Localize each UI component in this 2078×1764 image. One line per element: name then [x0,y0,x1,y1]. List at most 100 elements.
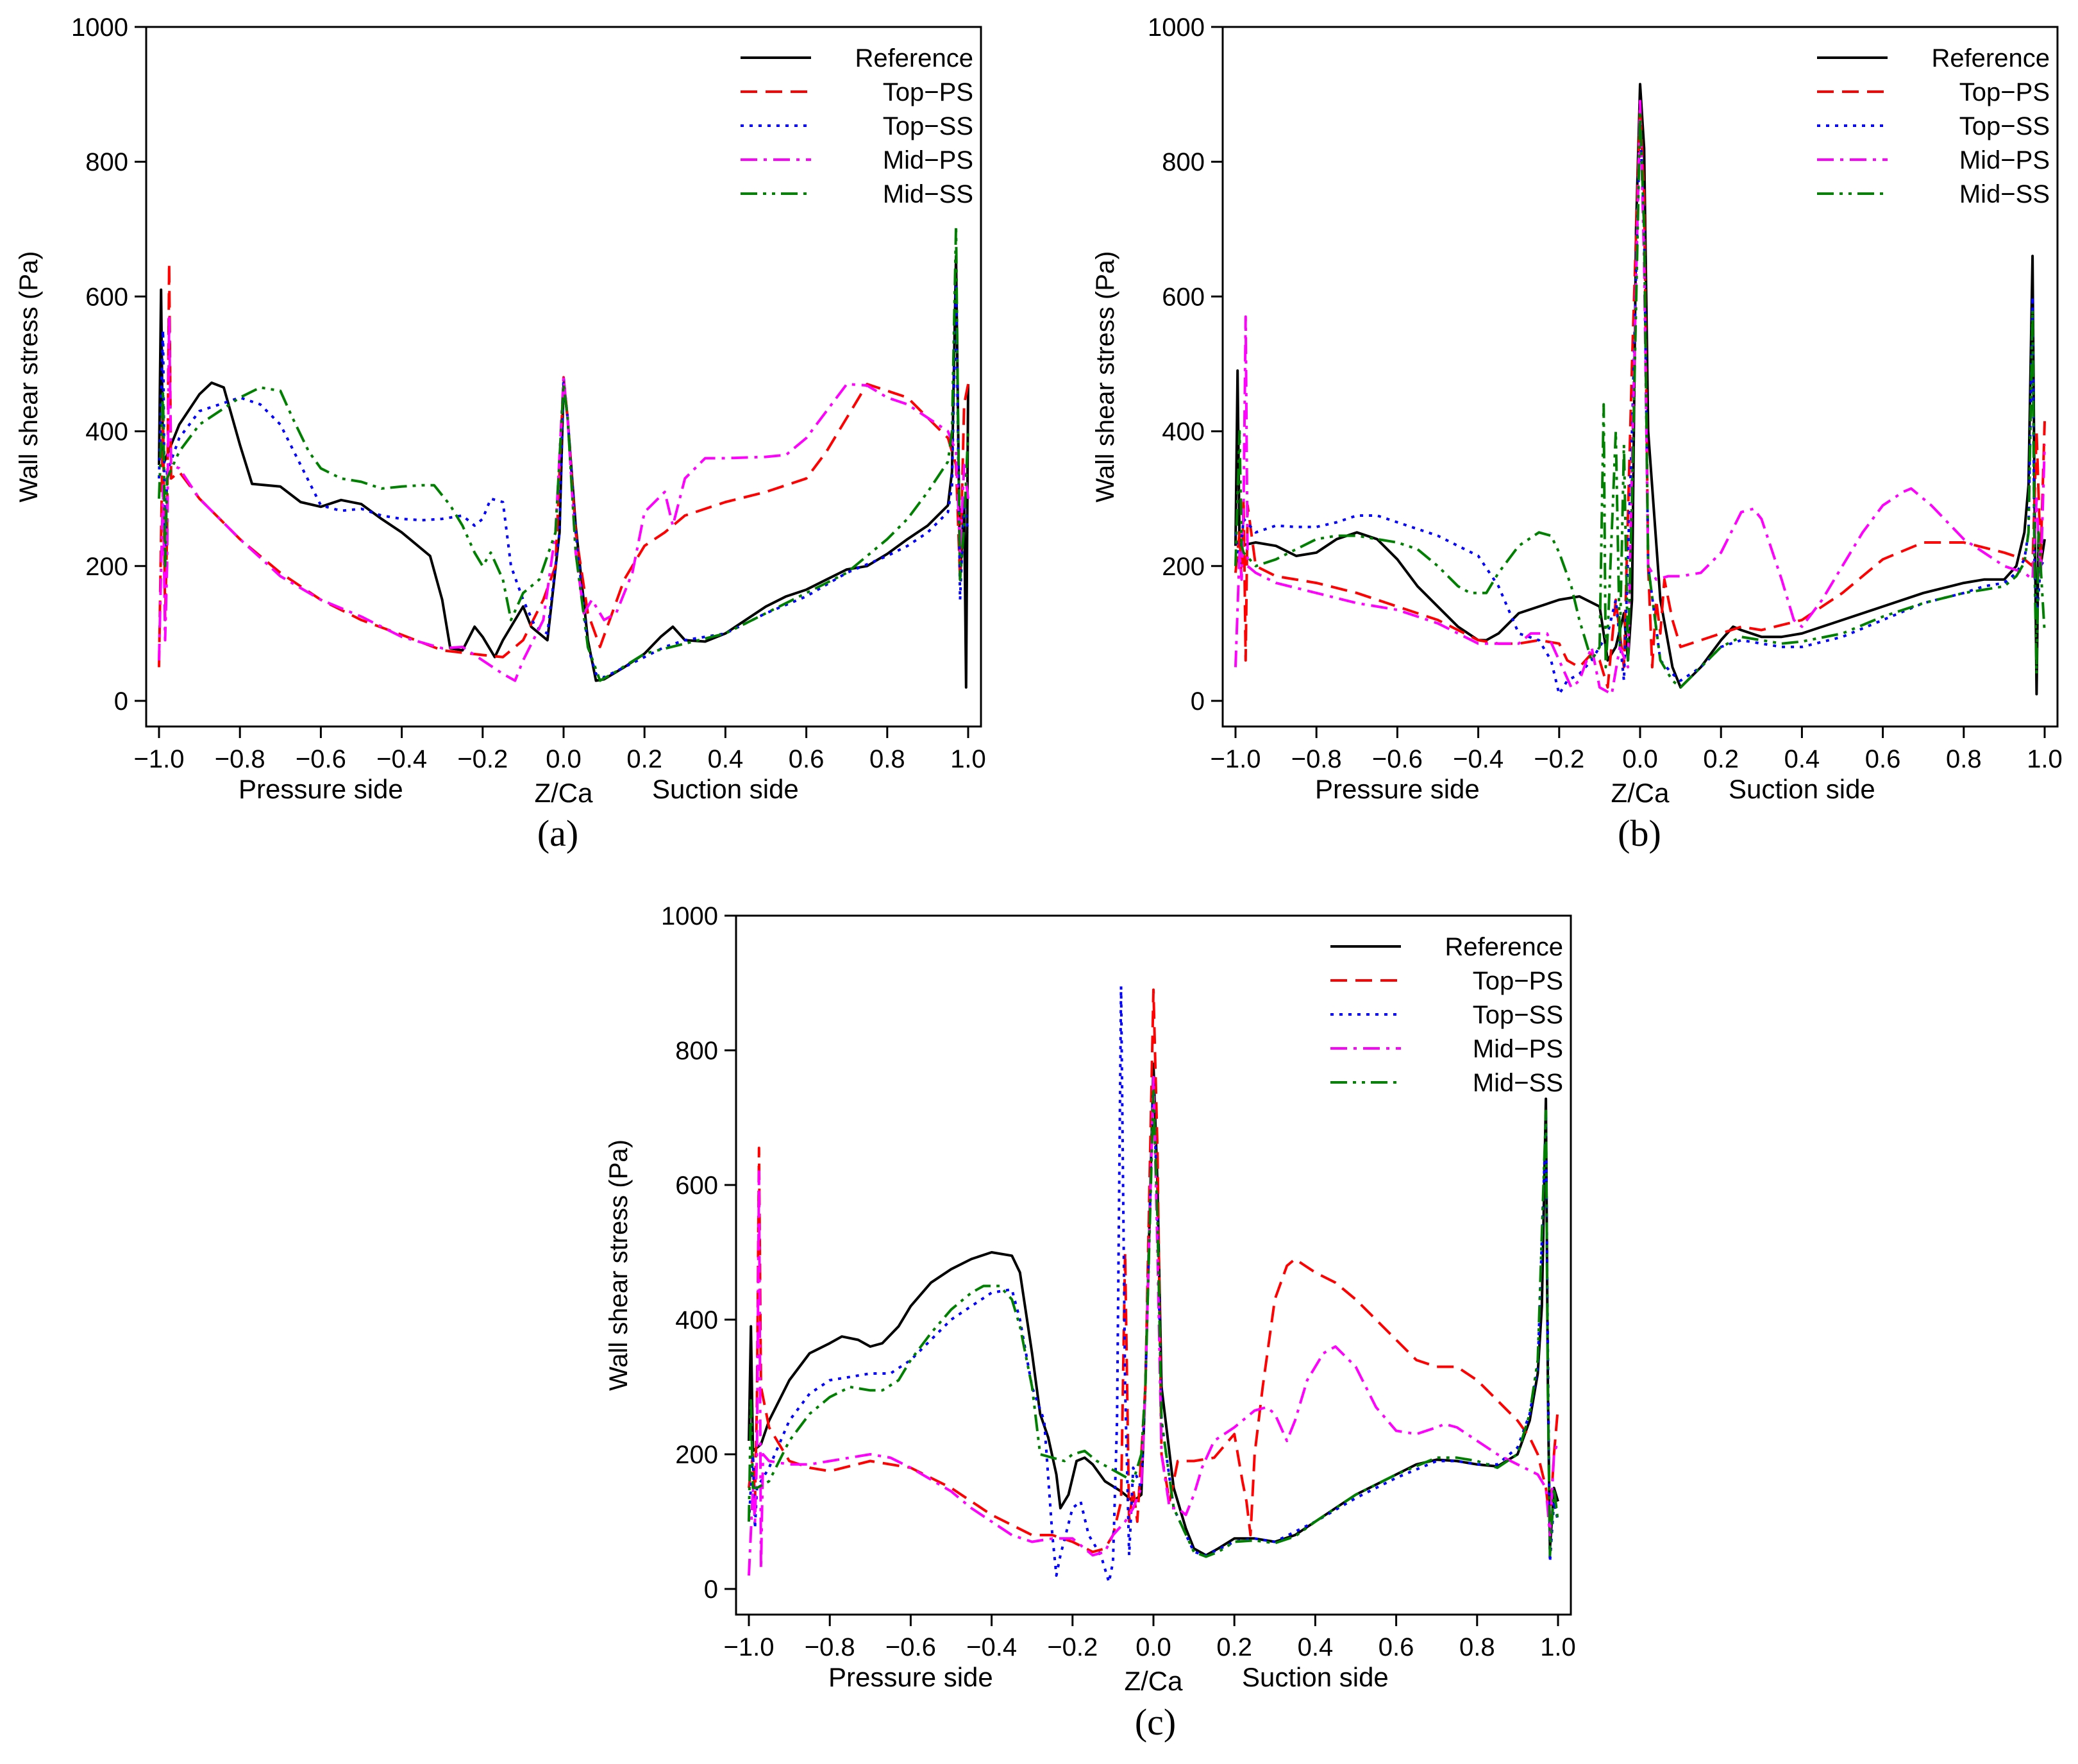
x-tick-label: 0.6 [1378,1633,1414,1661]
x-tick-label: 0.6 [1865,745,1901,773]
y-tick-label: 600 [1162,283,1205,311]
legend-label-top-ss: Top−SS [1473,1001,1563,1029]
legend-label-mid-ss: Mid−SS [1959,180,2050,208]
x-tick-label: 0.2 [626,745,662,773]
x-tick-label: −0.8 [1291,745,1342,773]
x-axis-label: Z/Ca [534,778,593,808]
x-tick-label: 1.0 [1540,1633,1576,1661]
y-axis-label: Wall shear stress (Pa) [605,1139,633,1391]
x-tick-label: 0.6 [789,745,825,773]
y-tick-label: 600 [85,283,128,311]
legend-label-reference: Reference [1445,933,1563,961]
y-tick-label: 800 [1162,148,1205,176]
legend-label-top-ps: Top−PS [883,78,973,106]
series-line-top-ps [1234,106,2046,689]
x-tick-label: −0.6 [885,1633,936,1661]
x-tick-label: −0.4 [376,745,427,773]
series-line-reference [1234,83,2046,696]
chart-b: −1.0 −0.8 −0.6 −0.4 −0.2 0.0 0.2 0.4 0.6 0.8 1.0 0 2… [1091,13,2063,808]
series-line-mid-ss [748,1089,1559,1558]
series-line-top-ps [748,988,1559,1554]
x-tick-label: 0.8 [1946,745,1982,773]
series-line-top-ss [1234,120,2046,696]
legend-label-top-ss: Top−SS [1959,112,2050,140]
x-tick-label: −0.4 [1453,745,1504,773]
x-tick-label: 0.4 [708,745,744,773]
chart-c: −1.0 −0.8 −0.6 −0.4 −0.2 0.0 0.2 0.4 0.6 0.8 1.0 0 2… [605,902,1576,1696]
x-tick-label: 0.0 [546,745,582,773]
legend-label-mid-ss: Mid−SS [883,180,973,208]
x-axis-label-suction-side: Suction side [652,774,799,804]
x-tick-label: 0.8 [869,745,905,773]
x-tick-label: −0.6 [296,745,346,773]
legend-label-reference: Reference [855,44,973,72]
series-line-mid-ps [1234,99,2046,696]
legend-label-top-ps: Top−PS [1959,78,2050,106]
x-tick-label: 0.4 [1298,1633,1334,1661]
caption-b: (b) [1618,812,1661,854]
legend-label-mid-ps: Mid−PS [883,146,973,174]
x-tick-label: −1.0 [1211,745,1261,773]
series-line-reference [748,1063,1559,1557]
series-line-mid-ps [748,1076,1559,1576]
series-line-mid-ps [158,315,969,682]
legend-label-mid-ss: Mid−SS [1473,1069,1563,1097]
series-line-top-ps [158,261,969,668]
series-line-reference [158,255,969,689]
y-tick-label: 800 [85,148,128,176]
x-axis-label-pressure-side: Pressure side [239,774,403,804]
x-tick-label: −0.8 [215,745,265,773]
legend-label-top-ss: Top−SS [883,112,973,140]
x-tick-label: −0.6 [1372,745,1423,773]
caption-c: (c) [1134,1701,1177,1743]
y-tick-label: 1000 [661,902,718,930]
legend-label-mid-ps: Mid−PS [1473,1035,1563,1063]
series-group [748,985,1559,1584]
x-tick-label: −0.2 [1534,745,1584,773]
series-line-mid-ss [1234,113,2046,689]
y-tick-label: 0 [1191,687,1205,716]
series-line-top-ss [748,985,1559,1584]
y-tick-label: 400 [1162,418,1205,446]
x-tick-label: 0.0 [1622,745,1658,773]
legend-label-top-ps: Top−PS [1473,967,1563,995]
x-tick-label: −0.2 [1047,1633,1098,1661]
x-tick-label: 0.8 [1459,1633,1495,1661]
x-tick-label: 0.0 [1135,1633,1171,1661]
x-tick-label: −1.0 [724,1633,775,1661]
series-group [1234,83,2046,696]
y-tick-label: 0 [114,687,128,716]
x-axis-label-pressure-side: Pressure side [828,1662,993,1692]
y-tick-label: 400 [85,418,128,446]
y-tick-label: 600 [675,1172,718,1200]
x-tick-label: 1.0 [950,745,986,773]
y-tick-label: 200 [1162,553,1205,581]
y-tick-label: 1000 [71,13,128,42]
chart-a: −1.0 −0.8 −0.6 −0.4 −0.2 0.0 0.2 0.4 0.6 0.8 1.0 0 2… [15,13,986,808]
series-group [158,224,969,689]
y-axis-label: Wall shear stress (Pa) [1091,251,1119,503]
x-tick-label: −0.2 [457,745,508,773]
y-tick-label: 0 [704,1575,718,1604]
x-tick-label: −0.8 [805,1633,855,1661]
series-line-top-ss [158,281,969,679]
y-tick-label: 400 [675,1306,718,1334]
x-axis-label-pressure-side: Pressure side [1315,774,1480,804]
x-tick-label: 0.2 [1703,745,1739,773]
y-tick-label: 800 [675,1037,718,1065]
x-tick-label: −1.0 [134,745,185,773]
x-axis-label: Z/Ca [1124,1666,1183,1696]
series-line-mid-ss [158,224,969,682]
legend-label-reference: Reference [1931,44,2050,72]
x-axis-label: Z/Ca [1611,778,1670,808]
y-tick-label: 200 [85,553,128,581]
x-tick-label: 0.4 [1784,745,1820,773]
x-tick-label: 1.0 [2027,745,2063,773]
x-tick-label: −0.4 [966,1633,1017,1661]
caption-a: (a) [537,812,579,854]
y-tick-label: 1000 [1148,13,1205,42]
x-tick-label: 0.2 [1216,1633,1252,1661]
legend-label-mid-ps: Mid−PS [1959,146,2050,174]
x-axis-label-suction-side: Suction side [1729,774,1875,804]
